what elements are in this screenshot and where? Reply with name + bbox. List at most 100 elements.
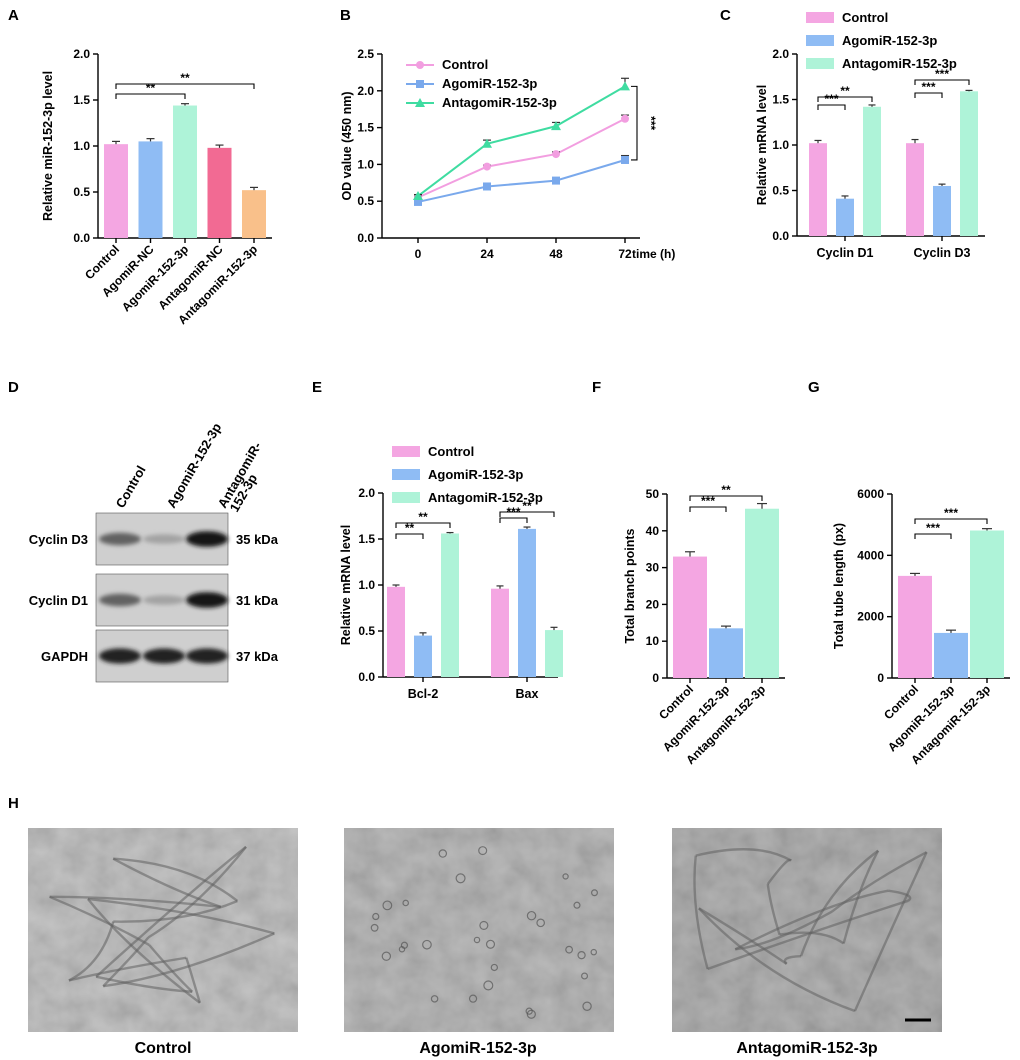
significance-label: *** [921, 80, 935, 94]
blot-band [186, 531, 228, 547]
bar [173, 105, 197, 239]
tube-segment [95, 845, 247, 978]
y-tick-label: 2.0 [772, 47, 789, 61]
significance-label: ** [721, 483, 731, 497]
blot-band [143, 595, 185, 605]
x-tick-label: Bcl-2 [408, 687, 439, 701]
tube-segment [799, 849, 879, 957]
tube-segment [888, 889, 912, 902]
blot-band [99, 593, 141, 607]
cell-cluster [473, 936, 481, 944]
micrograph-caption: AgomiR-152-3p [419, 1040, 537, 1057]
tube-segment [707, 899, 909, 971]
chart-c-cyclin-mrna: 0.0 0.5 1.0 1.5 2.0 Relative mRNA level Cyclin… [755, 10, 985, 260]
legend-swatch [392, 492, 420, 503]
bar [906, 143, 924, 236]
significance-bracket [689, 495, 763, 501]
bar [934, 632, 968, 678]
y-tick-label: 4000 [857, 548, 884, 562]
blot-size-label: 31 kDa [236, 593, 279, 608]
chart-a-miR-level: 0.0 0.5 1.0 1.5 2.0 Relative miR-152-3p level… [41, 47, 272, 327]
blot-band [186, 648, 228, 664]
chart-e-bcl2-bax: 0.0 0.5 1.0 1.5 2.0 Relative mRNA level Bcl-2 B… [339, 444, 563, 701]
tube-segment [103, 932, 275, 988]
y-tick-label: 0.5 [357, 194, 374, 208]
cell-cluster [573, 901, 581, 909]
bar [518, 528, 536, 677]
y-tick-label: 1.5 [73, 93, 90, 107]
cell-cluster [468, 994, 478, 1003]
bar [673, 556, 707, 678]
y-tick-label: 2.0 [358, 486, 375, 500]
tube-segment [68, 956, 187, 982]
legend-marker [416, 61, 424, 69]
significance-bracket [115, 93, 186, 99]
cell-cluster [485, 939, 496, 949]
x-tick-label: Bax [516, 687, 539, 701]
panel-letter-e: E [312, 379, 322, 396]
tube-segment [734, 889, 889, 951]
y-tick-label: 10 [646, 634, 660, 648]
tube-segment [698, 907, 856, 1013]
significance-label: *** [926, 521, 940, 535]
bar [491, 588, 509, 677]
cell-cluster [581, 972, 589, 980]
panel-letter-f: F [592, 379, 601, 396]
legend-label: Control [842, 10, 888, 25]
legend-swatch [806, 35, 834, 46]
tube-segment [783, 954, 802, 965]
y-axis-title: Relative mRNA level [755, 85, 769, 205]
data-point [483, 162, 491, 171]
cell-cluster [370, 923, 379, 932]
cell-cluster [372, 912, 380, 921]
x-tick-label: 72 [618, 247, 632, 261]
significance-bracket [395, 533, 424, 539]
tube-segment [113, 899, 238, 923]
cell-cluster [577, 950, 586, 960]
x-tick-label: 48 [549, 247, 563, 261]
significance-label: ** [418, 510, 428, 524]
cell-cluster [422, 939, 432, 950]
y-axis-title: Relative mRNA level [339, 525, 353, 645]
significance-bracket [914, 79, 970, 85]
data-point [483, 182, 491, 191]
legend-label: AntagomiR-152-3p [842, 56, 957, 71]
significance-bracket [914, 533, 952, 539]
y-tick-label: 2.0 [73, 47, 90, 61]
cell-cluster [526, 1009, 536, 1019]
cell-cluster [402, 899, 410, 907]
legend-swatch [806, 12, 834, 23]
y-tick-label: 0.0 [73, 231, 90, 245]
bar [709, 628, 743, 678]
tube-segment [102, 936, 150, 988]
legend-swatch [392, 469, 420, 480]
tube-segment [112, 857, 222, 908]
significance-bracket [914, 92, 943, 98]
x-tick-label: Cyclin D3 [914, 246, 971, 260]
significance-bracket [499, 517, 528, 523]
cell-cluster [562, 873, 569, 880]
y-tick-label: 0 [877, 671, 884, 685]
legend-label: AgomiR-152-3p [442, 76, 537, 91]
tube-segment [68, 921, 115, 982]
blot-band [143, 534, 185, 544]
significance-bracket [115, 83, 255, 89]
micrographs-h: Control AgomiR-152-3p AntagomiR-152-3p [28, 828, 942, 1057]
cell-cluster [438, 849, 448, 858]
blot-row-label: Cyclin D3 [29, 532, 88, 547]
cell-cluster [536, 918, 546, 928]
y-tick-label: 6000 [857, 487, 884, 501]
cell-cluster [525, 1007, 533, 1015]
cell-cluster [430, 995, 439, 1003]
y-tick-label: 1.0 [772, 138, 789, 152]
bar [138, 141, 163, 238]
data-point [551, 121, 561, 131]
micrograph-texture [28, 828, 298, 1032]
significance-label: ** [840, 84, 850, 98]
bar [745, 508, 779, 678]
bar [207, 147, 232, 238]
y-tick-label: 1.5 [772, 93, 789, 107]
y-tick-label: 2.5 [357, 47, 374, 61]
y-tick-label: 20 [646, 597, 660, 611]
